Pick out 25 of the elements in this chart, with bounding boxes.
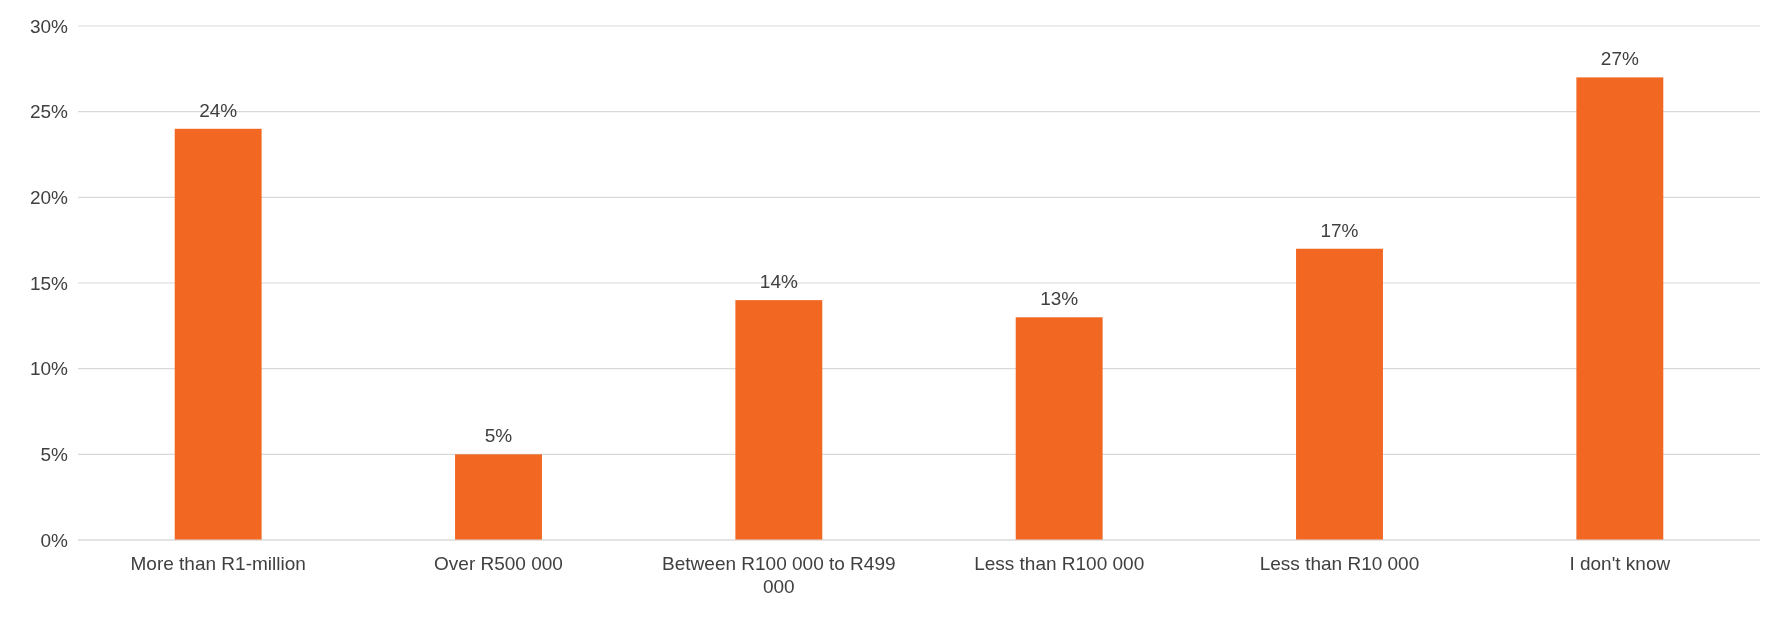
- data-label: 27%: [1600, 48, 1639, 70]
- x-tick-label: Less than R10 000: [1259, 553, 1420, 574]
- data-label: 17%: [1320, 219, 1359, 241]
- data-label: 14%: [759, 271, 798, 293]
- y-tick-label: 10%: [29, 358, 69, 380]
- data-label: 13%: [1040, 288, 1079, 310]
- x-tick-label: More than R1-million: [130, 553, 306, 574]
- bar: [1576, 77, 1664, 540]
- data-label: 24%: [199, 99, 238, 121]
- y-tick-label: 20%: [29, 186, 69, 208]
- y-tick-label: 30%: [29, 15, 69, 37]
- y-tick-label: 5%: [40, 443, 69, 465]
- x-tick-label: I don't know: [1569, 553, 1671, 574]
- x-tick-label: Less than R100 000: [974, 553, 1145, 574]
- bar: [1296, 248, 1383, 540]
- x-tick-label: Between R100 000 to R499 000: [662, 553, 896, 597]
- data-label: 5%: [484, 425, 513, 447]
- bar: [174, 128, 262, 540]
- y-tick-label: 25%: [29, 101, 69, 123]
- bar: [735, 300, 823, 540]
- y-tick-label: 0%: [40, 529, 69, 551]
- bar: [1015, 317, 1103, 540]
- x-tick-label: Over R500 000: [434, 553, 563, 574]
- bar: [455, 454, 542, 540]
- y-tick-label: 15%: [29, 272, 69, 294]
